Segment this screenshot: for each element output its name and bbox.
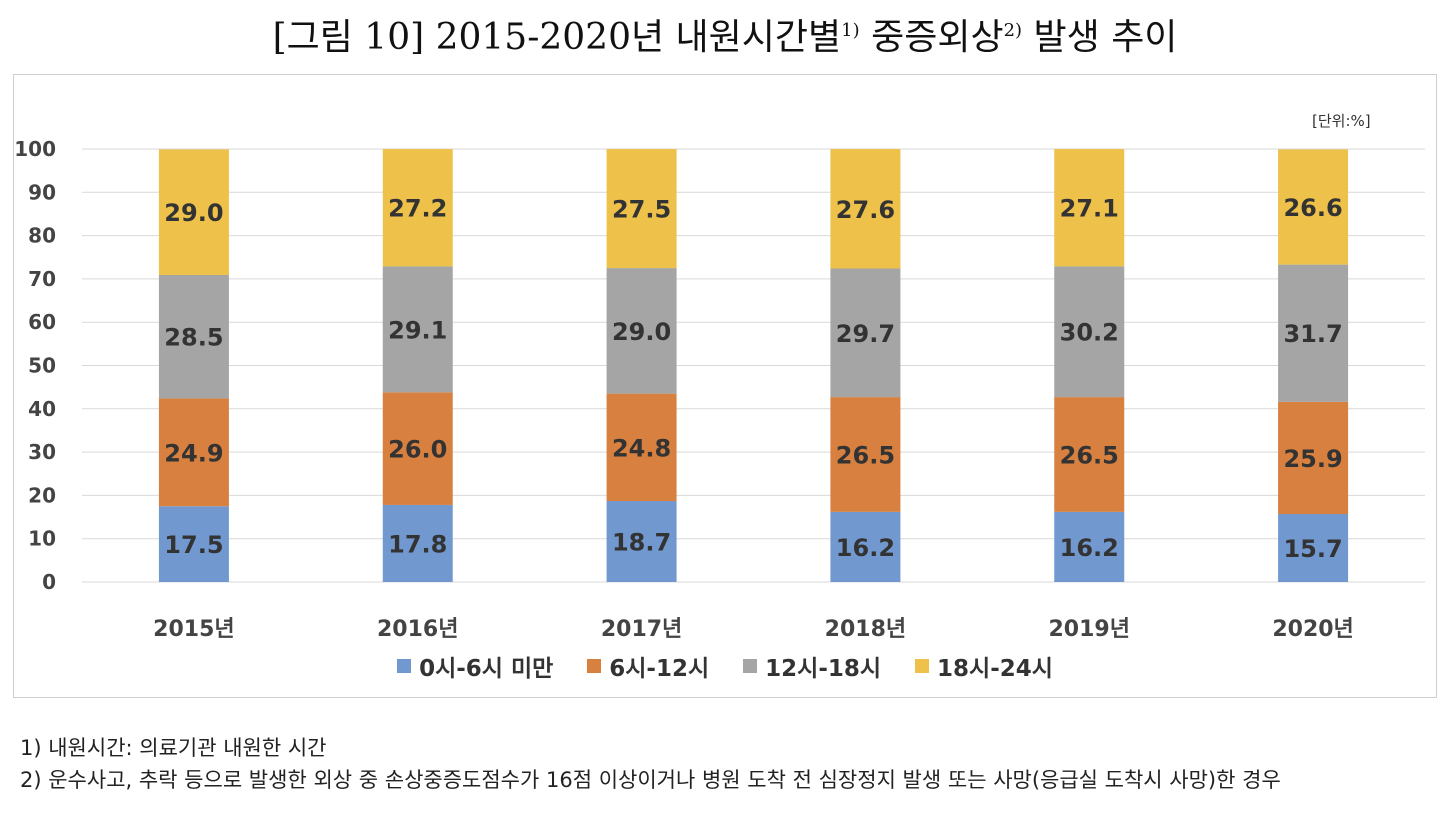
y-tick-label-4: 40	[28, 397, 56, 421]
bar-5-3	[1278, 149, 1349, 265]
legend-item-3: 18시-24시	[915, 649, 1053, 683]
x-tick-label-5: 2020년	[1272, 617, 1353, 642]
bar-1-2	[382, 266, 453, 393]
chart-title: [그림 10] 2015-2020년 내원시간별1) 중증외상2) 발생 추이	[272, 17, 1178, 58]
y-tick-label-0: 0	[42, 570, 56, 594]
bar-5-1	[1278, 401, 1349, 515]
unit-label: [단위:%]	[1312, 112, 1371, 130]
y-tick-label-1: 10	[28, 527, 56, 551]
data-label-4-3: 27.1	[1060, 195, 1119, 223]
y-tick-label-5: 50	[28, 354, 56, 378]
footnote-2: 2) 운수사고, 추락 등으로 발생한 외상 중 손상중증도점수가 16점 이상…	[20, 768, 1281, 792]
y-tick-label-9: 90	[28, 180, 56, 204]
x-tick-label-3: 2018년	[825, 617, 906, 642]
bar-2-2	[606, 268, 677, 394]
data-label-2-1: 24.8	[612, 434, 671, 462]
legend-label-2: 12시-18시	[765, 656, 882, 682]
bar-3-0	[830, 511, 901, 582]
bar-3-3	[830, 149, 901, 269]
legend-swatch-3	[915, 659, 930, 673]
chart-frame	[13, 74, 1437, 698]
legend-label-0: 0시-6시 미만	[419, 656, 554, 682]
data-label-0-2: 28.5	[164, 324, 223, 352]
data-label-3-2: 29.7	[836, 320, 895, 348]
data-label-2-0: 18.7	[612, 529, 671, 557]
bar-3-2	[830, 268, 901, 398]
bar-3-1	[830, 397, 901, 512]
bar-5-2	[1278, 264, 1349, 402]
bar-1-0	[382, 504, 453, 582]
data-label-4-0: 16.2	[1060, 534, 1119, 562]
footnote-1: 1) 내원시간: 의료기관 내원한 시간	[20, 736, 327, 760]
data-label-5-1: 25.9	[1283, 445, 1342, 473]
y-tick-label-6: 60	[28, 310, 56, 334]
data-label-4-2: 30.2	[1060, 319, 1119, 347]
bar-2-0	[606, 501, 677, 582]
legend-label-3: 18시-24시	[937, 656, 1053, 682]
data-label-1-0: 17.8	[388, 530, 447, 558]
x-tick-label-2: 2017년	[601, 617, 682, 642]
footnotes: 1) 내원시간: 의료기관 내원한 시간 2) 운수사고, 추락 등으로 발생한…	[20, 732, 1281, 796]
legend-item-0: 0시-6시 미만	[397, 649, 553, 683]
y-tick-label-8: 80	[28, 224, 56, 248]
legend-swatch-0	[397, 659, 412, 673]
data-label-0-1: 24.9	[164, 439, 223, 467]
x-tick-label-4: 2019년	[1049, 617, 1130, 642]
bar-4-1	[1054, 397, 1125, 512]
bar-0-1	[158, 398, 229, 507]
bar-4-2	[1054, 266, 1125, 398]
data-label-5-3: 26.6	[1283, 194, 1342, 222]
data-label-3-0: 16.2	[836, 534, 895, 562]
bar-0-0	[158, 506, 229, 582]
data-label-1-2: 29.1	[388, 316, 447, 344]
y-tick-label-10: 100	[14, 137, 56, 161]
y-tick-label-3: 30	[28, 440, 56, 464]
data-label-0-0: 17.5	[164, 531, 223, 559]
legend-swatch-2	[743, 659, 758, 673]
legend-label-1: 6시-12시	[609, 656, 710, 682]
bar-4-0	[1054, 511, 1125, 582]
data-label-2-2: 29.0	[612, 318, 671, 346]
data-label-5-0: 15.7	[1283, 535, 1342, 563]
data-label-0-3: 29.0	[164, 199, 223, 227]
bar-1-3	[382, 149, 453, 267]
bar-2-1	[606, 393, 677, 502]
data-label-1-1: 26.0	[388, 436, 447, 464]
bar-2-3	[606, 149, 677, 269]
bar-5-0	[1278, 514, 1349, 582]
legend: 0시-6시 미만 6시-12시 12시-18시 18시-24시	[0, 649, 1450, 683]
data-label-4-1: 26.5	[1060, 441, 1119, 469]
data-label-2-3: 27.5	[612, 196, 671, 224]
legend-item-2: 12시-18시	[743, 649, 881, 683]
data-label-5-2: 31.7	[1283, 320, 1342, 348]
x-tick-label-1: 2016년	[377, 617, 458, 642]
data-label-3-1: 26.5	[836, 441, 895, 469]
bar-4-3	[1054, 149, 1125, 267]
x-tick-label-0: 2015년	[153, 617, 234, 642]
data-label-1-3: 27.2	[388, 195, 447, 223]
y-tick-label-7: 70	[28, 267, 56, 291]
bar-1-1	[382, 392, 453, 505]
bar-0-3	[158, 149, 229, 276]
legend-item-1: 6시-12시	[587, 649, 709, 683]
data-label-3-3: 27.6	[836, 196, 895, 224]
bar-0-2	[158, 275, 229, 399]
y-tick-label-2: 20	[28, 483, 56, 507]
legend-swatch-1	[587, 659, 602, 673]
